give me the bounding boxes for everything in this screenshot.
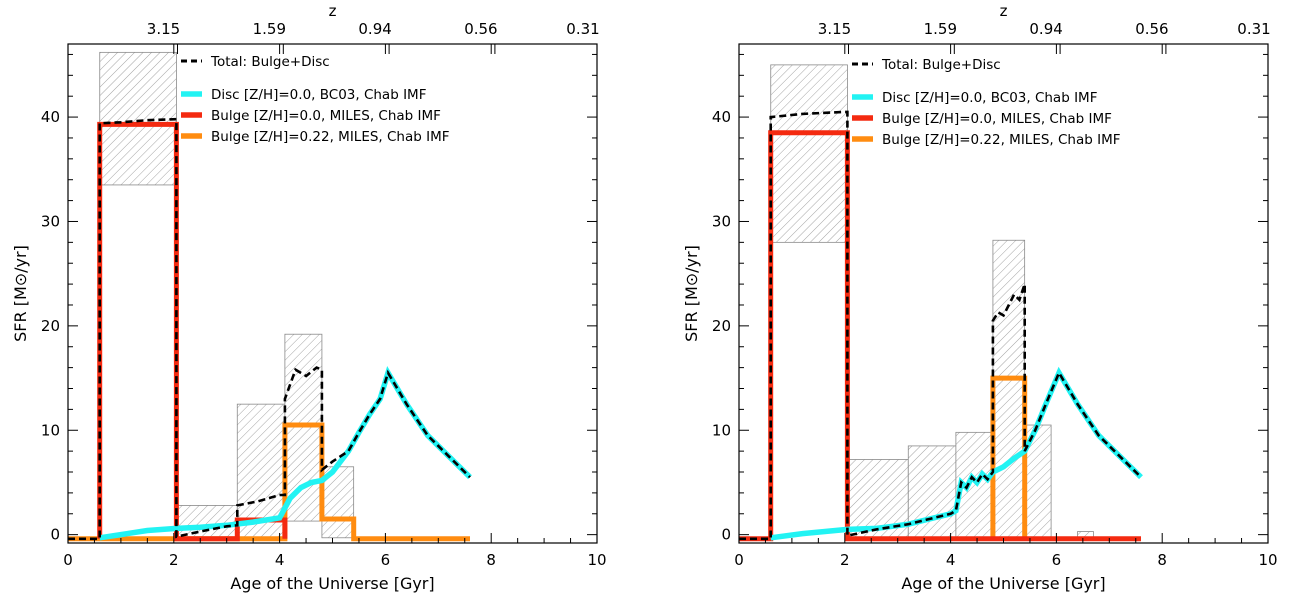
x-tick-label: 8 xyxy=(486,551,496,569)
total-series-line xyxy=(739,110,1142,541)
y-axis-title: SFR [M⊙/yr] xyxy=(682,245,701,342)
y-tick-label: 20 xyxy=(41,317,60,335)
top-axis-tick-label: 1.59 xyxy=(924,20,957,38)
y-tick-label: 20 xyxy=(712,317,731,335)
top-axis-tick-label: 3.15 xyxy=(818,20,851,38)
top-axis-tick-label: 0.56 xyxy=(464,20,497,38)
legend-label: Total: Bulge+Disc xyxy=(210,54,330,70)
legend-label: Total: Bulge+Disc xyxy=(881,57,1001,73)
top-axis-tick-label: 3.15 xyxy=(147,20,180,38)
top-axis-tick-label: 0.31 xyxy=(1237,20,1270,38)
top-axis-tick-label: 0.31 xyxy=(566,20,599,38)
y-tick-label: 40 xyxy=(712,108,731,126)
y-tick-label: 40 xyxy=(41,108,60,126)
uncertainty-box xyxy=(770,64,848,243)
legend-label: Bulge [Z/H]=0.22, MILES, Chab IMF xyxy=(211,129,450,145)
x-tick-label: 6 xyxy=(1052,551,1062,569)
legend-label: Disc [Z/H]=0.0, BC03, Chab IMF xyxy=(882,90,1097,106)
top-axis-tick-label: 0.94 xyxy=(358,20,391,38)
uncertainty-box xyxy=(992,239,1026,539)
x-tick-label: 8 xyxy=(1157,551,1167,569)
y-tick-label: 0 xyxy=(50,526,60,544)
x-tick-label: 2 xyxy=(840,551,850,569)
legend-label: Bulge [Z/H]=0.0, MILES, Chab IMF xyxy=(211,108,441,124)
y-axis-title: SFR [M⊙/yr] xyxy=(11,245,30,342)
y-tick-label: 0 xyxy=(721,526,731,544)
x-tick-label: 2 xyxy=(169,551,179,569)
top-axis-tick-label: 0.56 xyxy=(1135,20,1168,38)
x-tick-label: 10 xyxy=(1258,551,1277,569)
x-tick-label: 6 xyxy=(381,551,391,569)
total-series-line xyxy=(68,117,471,541)
top-axis-tick-label: 1.59 xyxy=(253,20,286,38)
y-tick-label: 30 xyxy=(41,212,60,230)
y-tick-label: 10 xyxy=(41,421,60,439)
uncertainty-box xyxy=(176,505,238,539)
x-tick-label: 4 xyxy=(275,551,285,569)
top-axis-title: z xyxy=(329,2,337,20)
top-axis-title: z xyxy=(1000,2,1008,20)
x-axis-title: Age of the Universe [Gyr] xyxy=(230,574,434,593)
y-tick-label: 30 xyxy=(712,212,731,230)
top-axis-tick-label: 0.94 xyxy=(1029,20,1062,38)
x-tick-label: 0 xyxy=(734,551,744,569)
legend-label: Bulge [Z/H]=0.22, MILES, Chab IMF xyxy=(882,132,1121,148)
uncertainty-box xyxy=(236,403,286,539)
legend-label: Bulge [Z/H]=0.0, MILES, Chab IMF xyxy=(882,111,1112,127)
x-axis-title: Age of the Universe [Gyr] xyxy=(901,574,1105,593)
disc-series-line xyxy=(99,366,472,541)
legend-label: Disc [Z/H]=0.0, BC03, Chab IMF xyxy=(211,87,426,103)
x-tick-label: 10 xyxy=(587,551,606,569)
uncertainty-box xyxy=(284,333,323,522)
x-tick-label: 0 xyxy=(63,551,73,569)
x-tick-label: 4 xyxy=(946,551,956,569)
y-tick-label: 10 xyxy=(712,421,731,439)
left-panel: 0 2 4 6 8 10 0 10 20 30 40 3.15 1.59 0.94 0.56 0.31 z Age… xyxy=(11,2,607,593)
right-panel: 0 2 4 6 8 10 0 10 20 30 40 3.15 1.59 0.94 0.56 0.31 z Age… xyxy=(682,2,1278,593)
